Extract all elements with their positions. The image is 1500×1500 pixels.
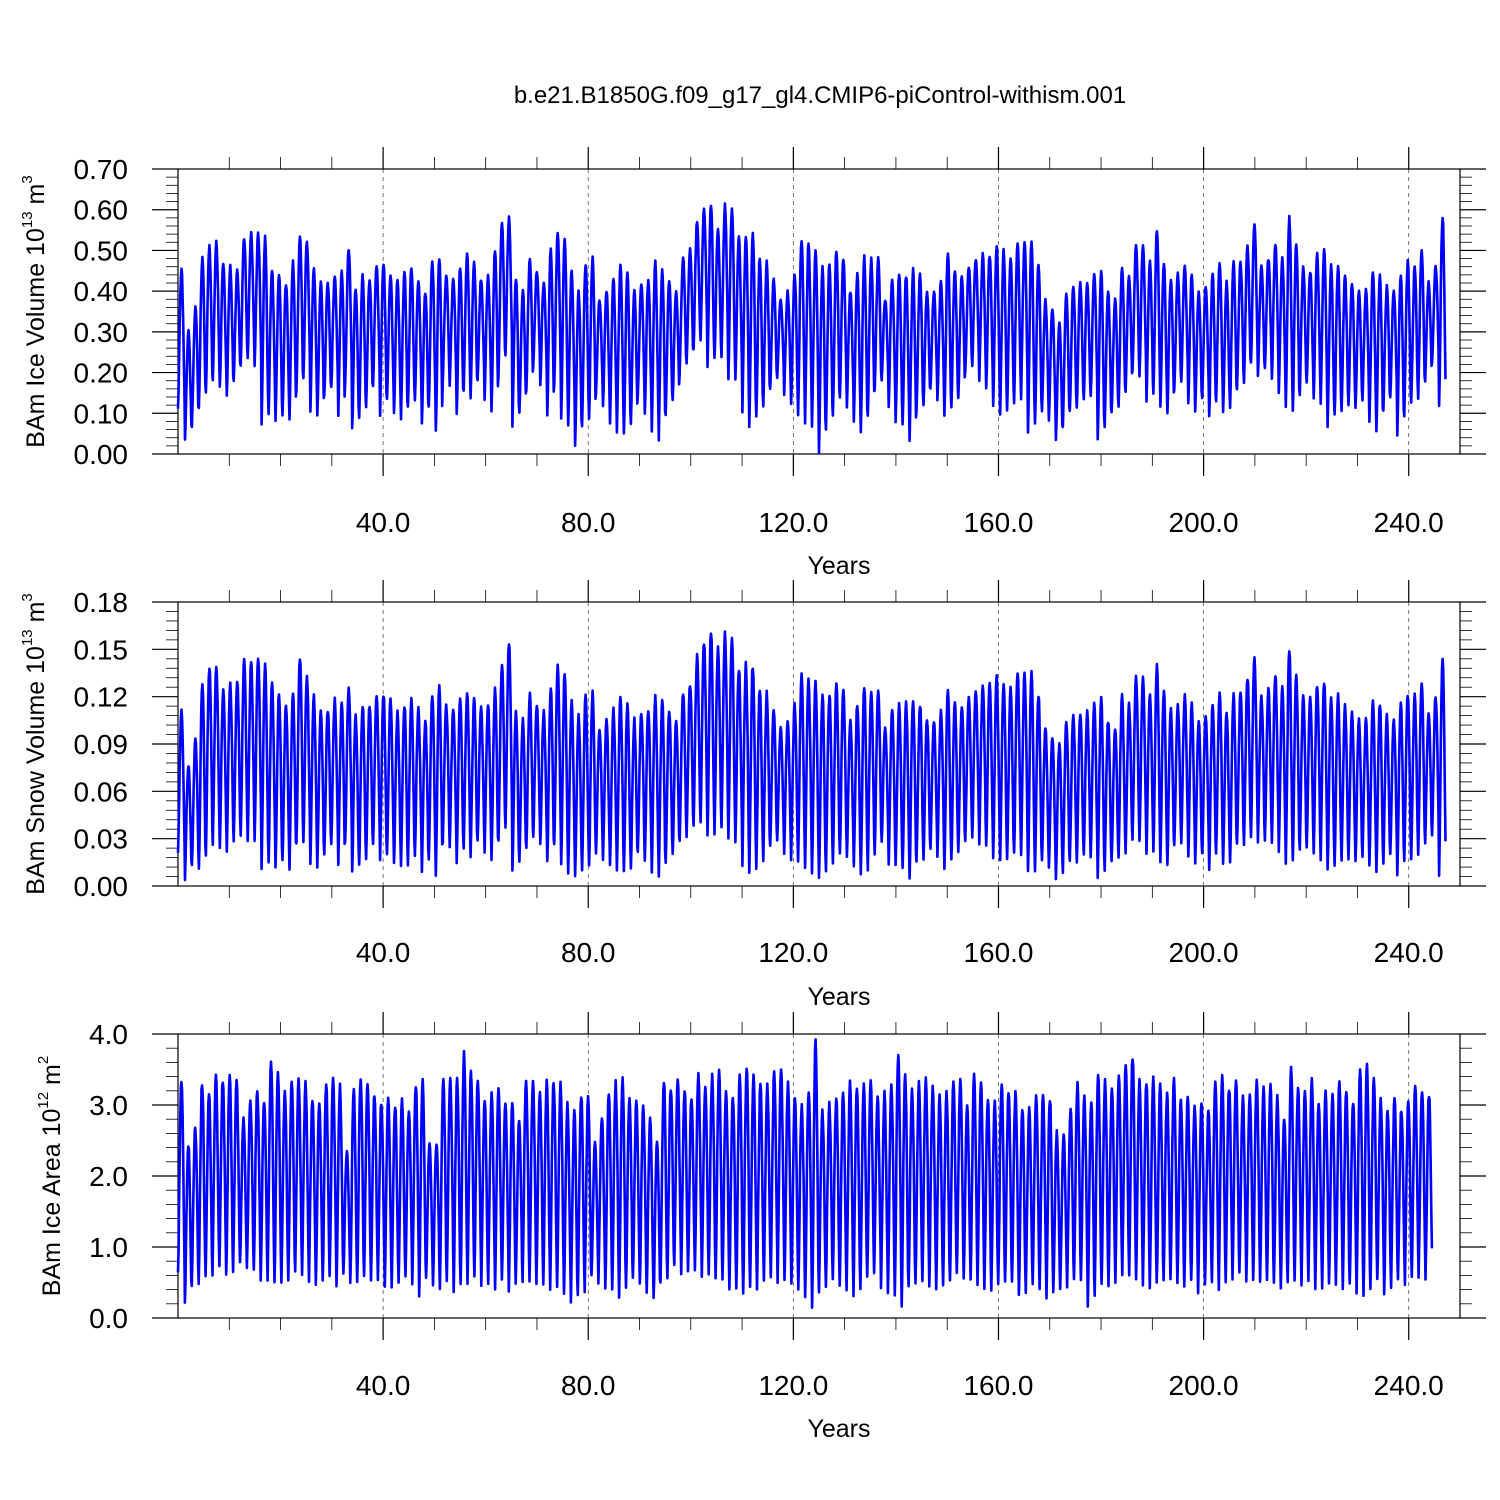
y-axis-title: BAm Snow Volume 1013 m3 — [19, 593, 50, 895]
y-axis-title: BAm Ice Volume 1013 m3 — [19, 175, 50, 447]
x-axis-title: Years — [807, 552, 870, 580]
y-tick-label: 2.0 — [89, 1161, 128, 1192]
x-tick-label: 200.0 — [1169, 937, 1239, 968]
y-tick-label: 0.70 — [74, 154, 129, 185]
y-tick-label: 0.00 — [74, 439, 129, 470]
y-tick-label: 0.20 — [74, 358, 129, 389]
y-tick-label: 0.18 — [74, 587, 129, 618]
y-tick-label: 0.00 — [74, 871, 129, 902]
y-tick-label: 0.60 — [74, 195, 129, 226]
x-tick-label: 40.0 — [356, 1370, 411, 1401]
ice-area-series-line — [176, 1038, 1434, 1309]
x-tick-label: 120.0 — [758, 507, 828, 538]
x-tick-label: 80.0 — [561, 937, 616, 968]
x-tick-label: 160.0 — [963, 507, 1033, 538]
snow-volume-series-line — [176, 630, 1447, 882]
x-tick-label: 200.0 — [1169, 1370, 1239, 1401]
x-tick-label: 200.0 — [1169, 507, 1239, 538]
x-tick-label: 40.0 — [356, 507, 411, 538]
y-tick-label: 0.0 — [89, 1303, 128, 1334]
y-tick-label: 0.03 — [74, 824, 129, 855]
ice-volume-panel: 0.00 0.10 0.20 0.30 0.40 0.50 0.60 0.70 40.0 80.0… — [19, 147, 1486, 580]
x-tick-label: 240.0 — [1374, 507, 1444, 538]
y-tick-label: 0.10 — [74, 398, 129, 429]
x-tick-label: 160.0 — [963, 937, 1033, 968]
y-tick-label: 0.12 — [74, 682, 129, 713]
x-axis-title: Years — [807, 983, 870, 1011]
y-tick-label: 0.09 — [74, 729, 129, 760]
x-tick-label: 40.0 — [356, 937, 411, 968]
x-tick-label: 160.0 — [963, 1370, 1033, 1401]
x-tick-label: 80.0 — [561, 1370, 616, 1401]
figure-title: b.e21.B1850G.f09_g17_gl4.CMIP6-piControl… — [513, 82, 1127, 109]
x-axis-title: Years — [807, 1415, 870, 1443]
y-tick-label: 1.0 — [89, 1232, 128, 1263]
y-tick-label: 0.06 — [74, 776, 129, 807]
ice-volume-series-line — [176, 202, 1447, 455]
x-tick-label: 240.0 — [1374, 937, 1444, 968]
x-tick-label: 80.0 — [561, 507, 616, 538]
y-axis-title: BAm Ice Area 1012 m2 — [35, 1056, 66, 1296]
x-tick-label: 120.0 — [758, 937, 828, 968]
y-tick-label: 0.15 — [74, 634, 129, 665]
y-tick-label: 4.0 — [89, 1019, 128, 1050]
x-tick-label: 120.0 — [758, 1370, 828, 1401]
y-tick-label: 3.0 — [89, 1090, 128, 1121]
y-tick-label: 0.40 — [74, 276, 129, 307]
y-tick-label: 0.30 — [74, 317, 129, 348]
x-tick-label: 240.0 — [1374, 1370, 1444, 1401]
snow-volume-panel: 0.00 0.03 0.06 0.09 0.12 0.15 0.18 40.0 80.0 120.… — [19, 580, 1486, 1011]
ice-area-panel: 0.0 1.0 2.0 3.0 4.0 40.0 80.0 120.0 160.0 200.0 24… — [35, 1012, 1486, 1443]
y-tick-label: 0.50 — [74, 235, 129, 266]
